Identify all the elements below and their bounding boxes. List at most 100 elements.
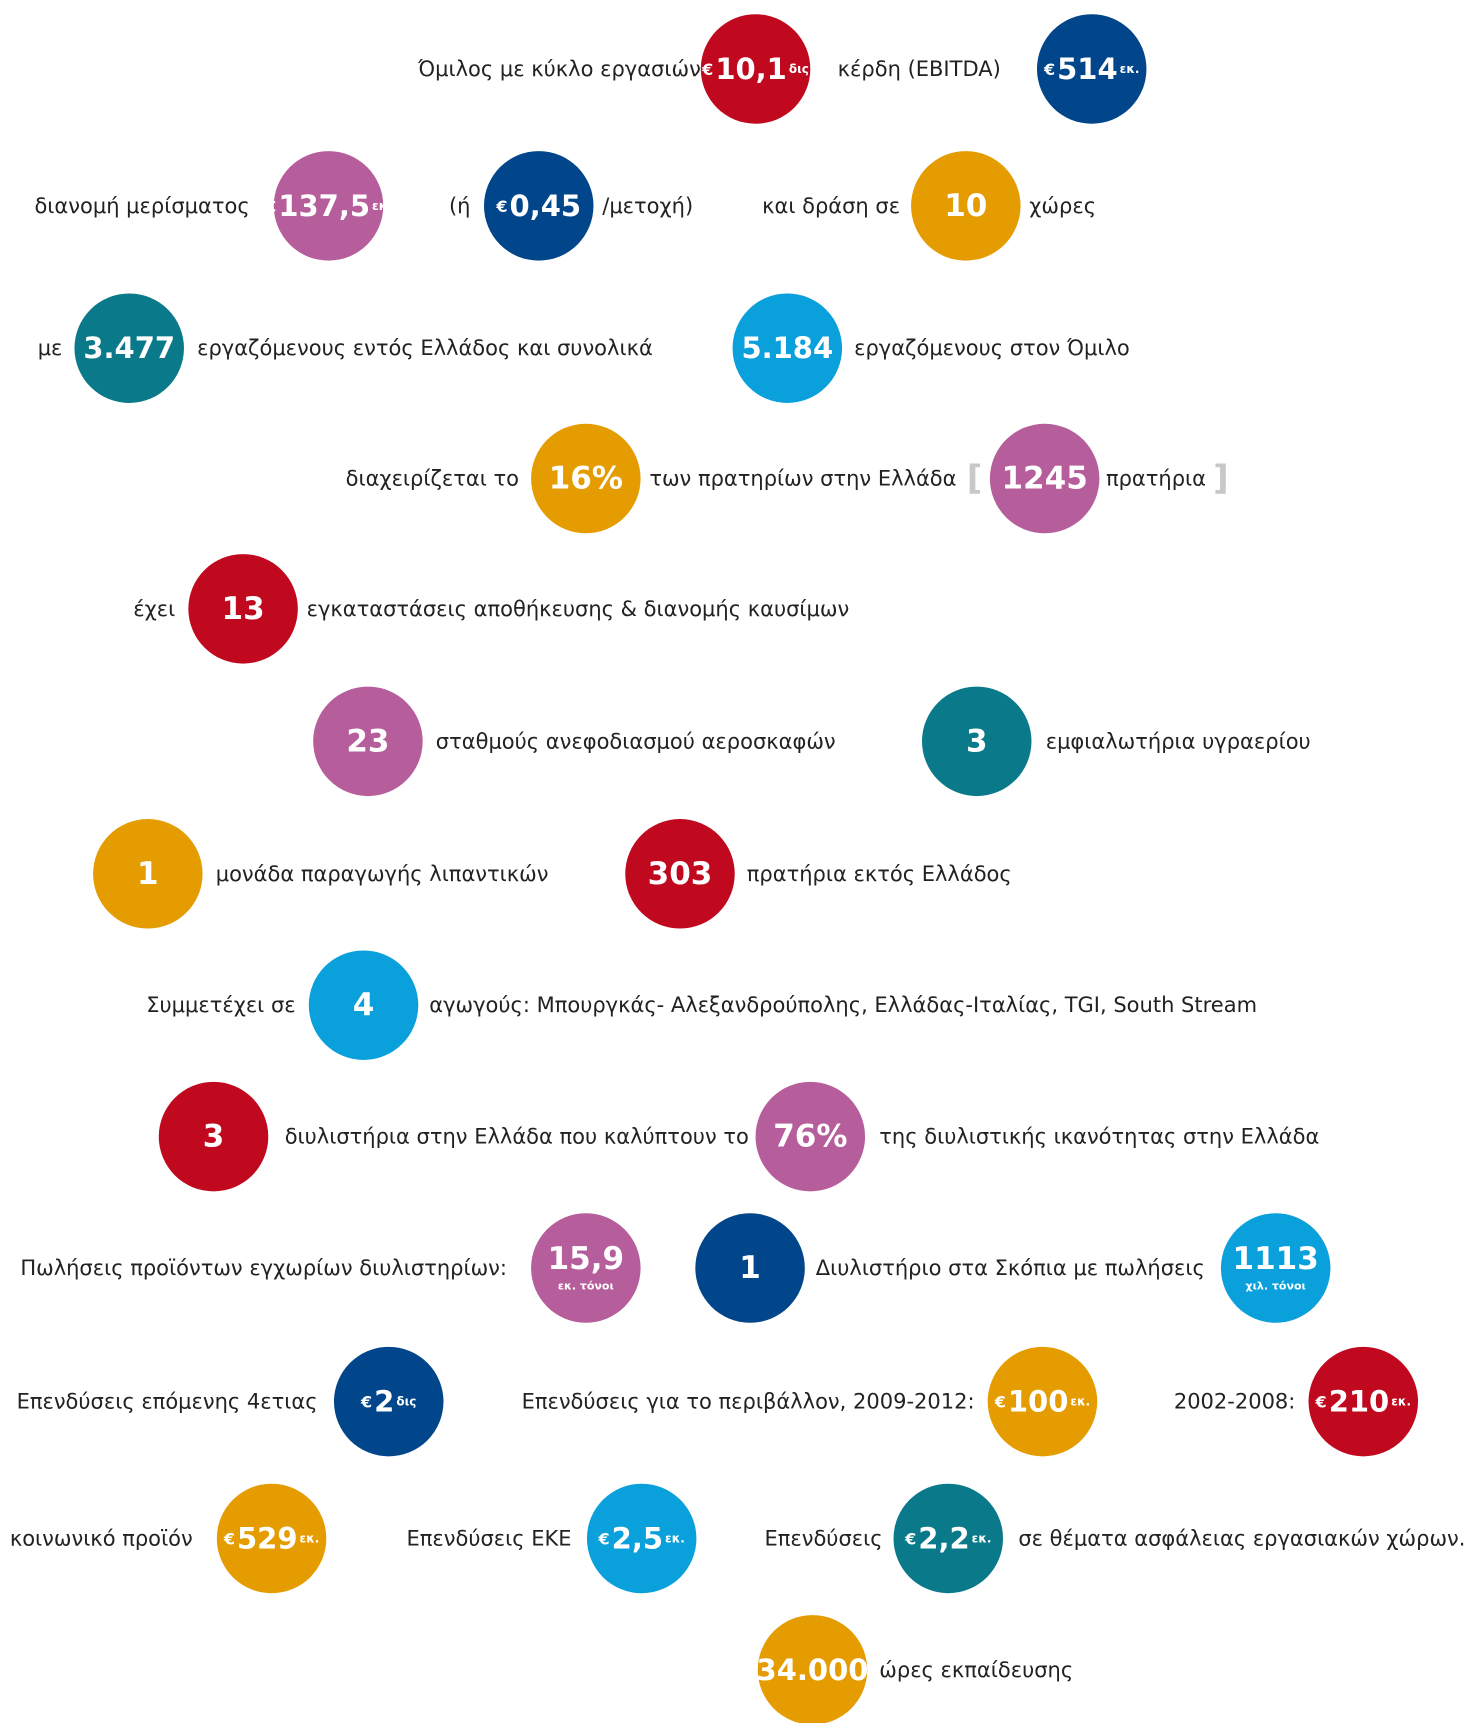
badge-text: 13 [222,591,265,627]
badge-suffix: δις [396,1395,416,1409]
label: Επενδύσεις επόμενης 4ετιας [17,1390,318,1414]
badge-value: 529 [237,1521,298,1555]
badge-circle [987,1346,1098,1457]
label: Όμιλος με κύκλο εργασιών [417,57,701,81]
badge-text: 23 [346,723,389,759]
badge-text: 10 [944,188,987,224]
badge-text: 303 [648,856,713,892]
label: έχει [133,597,175,621]
badge-text: 5.184 [741,331,833,365]
label: εγκαταστάσεις αποθήκευσης & διανομής καυ… [307,597,850,621]
label: διυλιστήρια στην Ελλάδα που καλύπτουν το [285,1125,749,1149]
badge-text: 4 [353,987,375,1023]
badge-suffix: εκ. [665,1531,685,1545]
badge-circle [911,151,1021,261]
badge-circle [313,686,423,797]
bracket: ] [1213,459,1229,499]
badge-value: 5.184 [741,331,833,365]
badge: 76% [755,1081,866,1192]
label: εργαζόμενους εντός Ελλάδος και συνολικά [197,336,653,360]
badge-text: €2,5 εκ. [598,1521,685,1555]
label: 2002-2008: [1174,1390,1296,1414]
label: μονάδα παραγωγής λιπαντικών [216,862,549,886]
badge-prefix: € [994,1392,1006,1411]
badge-value: 2 [374,1385,394,1419]
badge-value: 514 [1057,52,1118,86]
badge-text: €137,5 εκ. [264,189,392,223]
badge-text: €0,45 [495,189,581,223]
badge-suffix: εκ. [1120,62,1140,76]
label: εργαζόμενους στον Όμιλο [854,336,1130,360]
badge-circle [483,151,594,261]
badge-text: 1113 [1233,1241,1319,1277]
badge-value: 2,2 [918,1521,969,1555]
badge-text: €529 εκ. [223,1521,319,1555]
badge: 1245 [989,423,1100,534]
label: Συμμετέχει σε [146,993,295,1017]
badge: €0,45 [483,151,594,261]
badge-value: 23 [346,723,389,759]
badge: 1 [93,819,203,929]
badge-text: €100 εκ. [994,1385,1090,1419]
badge-circle [921,686,1032,797]
badge: €2,5 εκ. [586,1483,697,1594]
badge-note: χιλ. τόνοι [1246,1280,1306,1293]
badge-value: 10,1 [715,52,787,86]
badge-value: 16% [549,461,623,497]
label: εμφιαλωτήρια υγραερίου [1046,729,1311,753]
badge-circle [755,1081,866,1192]
badge: 3.477 [74,293,184,403]
badge-text: 1 [739,1250,761,1286]
label: Επενδύσεις [764,1526,882,1550]
label: διανομή μερίσματος [34,194,249,218]
badge-circle [1220,1213,1331,1323]
badge-circle [625,819,735,929]
badge-suffix: εκ. [300,1531,320,1545]
badge-value: 2,5 [612,1521,663,1555]
badge-value: 3 [203,1119,225,1155]
badge: 1 [695,1213,805,1323]
badge-circle [216,1483,327,1594]
badge: €2 δις [333,1346,444,1457]
badge-suffix: εκ. [1391,1395,1411,1409]
badge: 5.184 [732,293,843,403]
badge: 34.000 [757,1615,868,1725]
badge-circle [158,1081,269,1192]
badge-text: €2 δις [360,1385,416,1419]
badge-suffix: εκ. [372,199,392,213]
badge-prefix: € [1315,1392,1327,1411]
label: με [38,336,63,360]
badge-text: 3 [203,1119,225,1155]
badge-value: 15,9 [548,1241,625,1277]
badge-prefix: € [598,1529,610,1548]
badge-circle [757,1615,868,1725]
badge-circle [732,293,843,403]
badge: 16% [531,423,641,534]
badge-text: 3.477 [83,331,175,365]
badge-suffix: εκ. [972,1531,992,1545]
badge-text: €514 εκ. [1043,52,1139,86]
badge-value: 4 [353,987,375,1023]
badge-circle [93,819,203,929]
badge-prefix: € [1043,59,1055,78]
label: Πωλήσεις προϊόντων εγχωρίων διυλιστηρίων… [20,1256,507,1280]
badge-value: 1245 [1001,461,1087,497]
badge-circle [695,1213,805,1323]
badge: €2,2 εκ. [893,1483,1004,1594]
badge: 13 [188,554,298,664]
label: αγωγούς: Μπουργκάς- Αλεξανδρούπολης, Ελλ… [429,993,1257,1017]
badge-value: 10 [944,188,987,224]
label: Επενδύσεις για το περιβάλλον, 2009-2012: [522,1390,975,1414]
label: πρατήρια [1106,467,1206,491]
badge-value: 3.477 [83,331,175,365]
badge: 15,9 εκ. τόνοι [531,1213,641,1323]
badge-value: 13 [222,591,265,627]
badge-text: €10,1 δις [701,52,809,86]
badge: 10 [911,151,1021,261]
badge-circle [333,1346,444,1457]
label: διαχειρίζεται το [346,467,519,491]
badge-circle [531,423,641,534]
badge-value: 1 [137,856,159,892]
badge: 303 [625,819,735,929]
